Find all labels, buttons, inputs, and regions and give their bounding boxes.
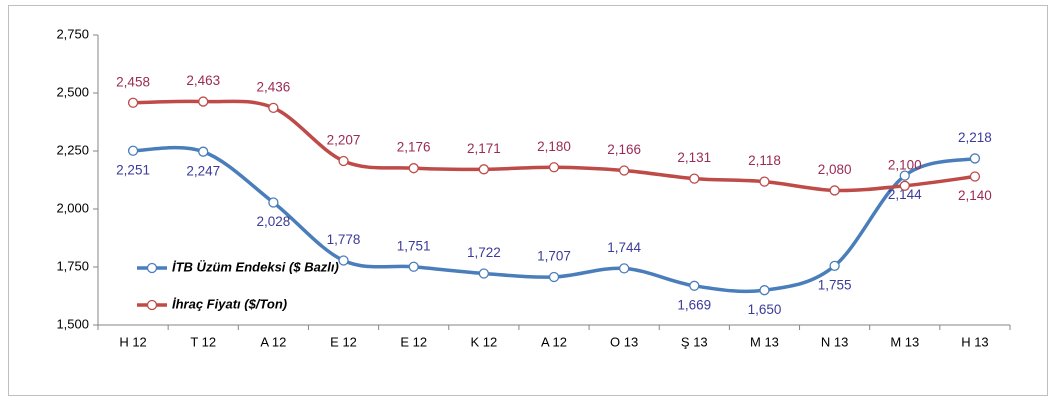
point-marker — [408, 261, 419, 272]
point-marker — [829, 185, 840, 196]
point-marker — [689, 280, 700, 291]
data-label: 2,207 — [327, 133, 361, 148]
data-label: 1,650 — [748, 302, 782, 317]
point-marker — [127, 97, 139, 108]
data-label: 1,669 — [677, 297, 711, 312]
legend-label: İhraç Fiyatı ($/Ton) — [172, 296, 287, 311]
data-label: 2,176 — [397, 140, 431, 155]
data-label: 2,251 — [116, 162, 150, 177]
x-tick-label: E 12 — [400, 334, 427, 349]
point-marker — [759, 176, 770, 187]
point-marker — [899, 170, 910, 181]
x-tick-label: O 13 — [610, 334, 638, 349]
x-tick-label: A 12 — [260, 334, 286, 349]
point-marker — [969, 171, 981, 182]
y-tick-label: 2,750 — [56, 26, 89, 41]
data-label: 2,436 — [256, 79, 290, 94]
data-label: 2,080 — [818, 162, 852, 177]
data-label: 2,171 — [467, 141, 501, 156]
point-marker — [127, 145, 139, 156]
point-marker — [689, 173, 700, 184]
data-label: 2,144 — [888, 187, 922, 202]
point-marker — [338, 155, 349, 167]
x-tick-label: M 13 — [890, 334, 919, 349]
data-label: 2,458 — [116, 74, 150, 89]
y-tick-label: 1,750 — [56, 258, 89, 273]
data-label: 2,100 — [888, 157, 922, 172]
data-label: 2,463 — [186, 73, 220, 88]
legend-marker — [146, 262, 158, 274]
data-label: 2,131 — [677, 150, 711, 165]
data-label: 2,140 — [958, 188, 992, 203]
x-tick-label: T 12 — [190, 334, 216, 349]
point-marker — [548, 271, 560, 283]
x-tick-label: E 12 — [330, 334, 357, 349]
point-marker — [759, 285, 770, 296]
y-tick-label: 2,500 — [56, 84, 89, 99]
point-marker — [478, 164, 489, 175]
point-marker — [338, 255, 349, 266]
data-label: 2,118 — [748, 153, 781, 168]
data-label: 2,028 — [256, 214, 290, 229]
legend-marker — [146, 299, 158, 311]
chart-frame — [8, 5, 1048, 396]
y-tick-label: 2,000 — [56, 200, 89, 215]
point-marker — [268, 197, 279, 208]
data-label: 1,722 — [467, 245, 501, 260]
point-marker — [408, 163, 419, 174]
legend-label: İTB Üzüm Endeksi ($ Bazlı) — [172, 259, 339, 274]
data-label: 2,218 — [958, 130, 992, 145]
point-marker — [548, 162, 560, 173]
data-label: 2,247 — [186, 163, 220, 178]
x-tick-label: H 12 — [119, 334, 146, 349]
point-marker — [899, 180, 910, 191]
data-label: 1,755 — [818, 277, 852, 292]
point-marker — [478, 268, 489, 279]
x-tick-label: M 13 — [750, 334, 779, 349]
x-tick-label: N 13 — [821, 334, 848, 349]
point-marker — [619, 165, 630, 176]
point-marker — [829, 260, 840, 271]
y-tick-label: 2,250 — [56, 142, 89, 157]
data-label: 2,166 — [607, 142, 641, 157]
point-marker — [198, 96, 209, 107]
point-marker — [268, 102, 279, 113]
point-marker — [619, 263, 630, 274]
data-label: 1,707 — [537, 249, 571, 264]
point-marker — [198, 146, 209, 157]
x-tick-label: A 12 — [541, 334, 567, 349]
y-tick-label: 1,500 — [56, 316, 89, 331]
data-label: 1,778 — [327, 232, 361, 247]
data-label: 1,751 — [397, 238, 431, 253]
data-label: 2,180 — [537, 139, 571, 154]
x-tick-label: K 12 — [470, 334, 497, 349]
data-label: 1,744 — [607, 240, 641, 255]
x-tick-label: Ş 13 — [681, 334, 708, 349]
x-tick-label: H 13 — [961, 334, 988, 349]
point-marker — [969, 153, 981, 164]
